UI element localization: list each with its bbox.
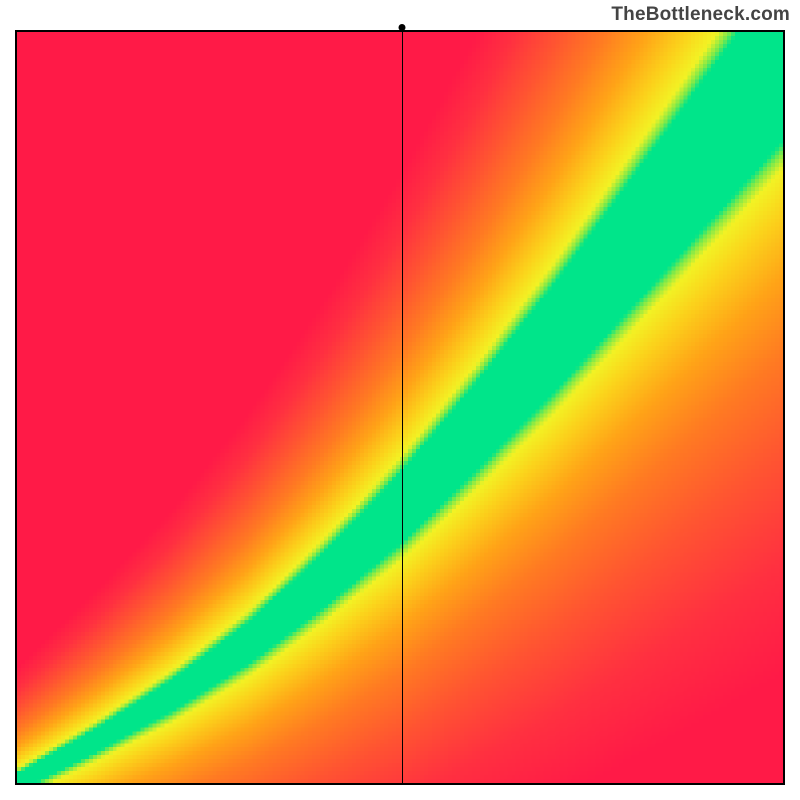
chart-container: TheBottleneck.com: [0, 0, 800, 800]
heatmap-canvas: [17, 32, 783, 783]
watermark-text: TheBottleneck.com: [611, 4, 790, 26]
top-tick-marker: [399, 24, 406, 31]
plot-frame: [15, 30, 785, 785]
vertical-reference-line: [402, 32, 403, 783]
